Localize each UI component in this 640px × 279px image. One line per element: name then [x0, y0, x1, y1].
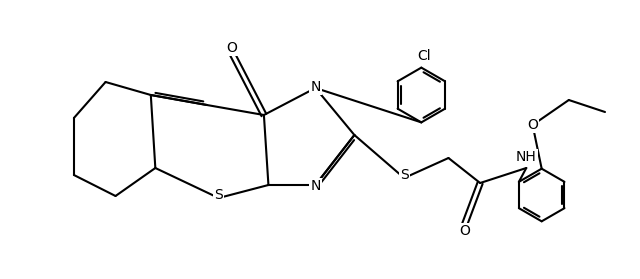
- Text: N: N: [310, 80, 321, 94]
- Text: O: O: [527, 118, 538, 132]
- Text: O: O: [226, 41, 237, 55]
- Text: Cl: Cl: [417, 49, 431, 63]
- Text: S: S: [400, 168, 408, 182]
- Text: NH: NH: [516, 150, 537, 164]
- Text: O: O: [460, 224, 470, 238]
- Text: N: N: [310, 179, 321, 193]
- Text: S: S: [214, 188, 223, 202]
